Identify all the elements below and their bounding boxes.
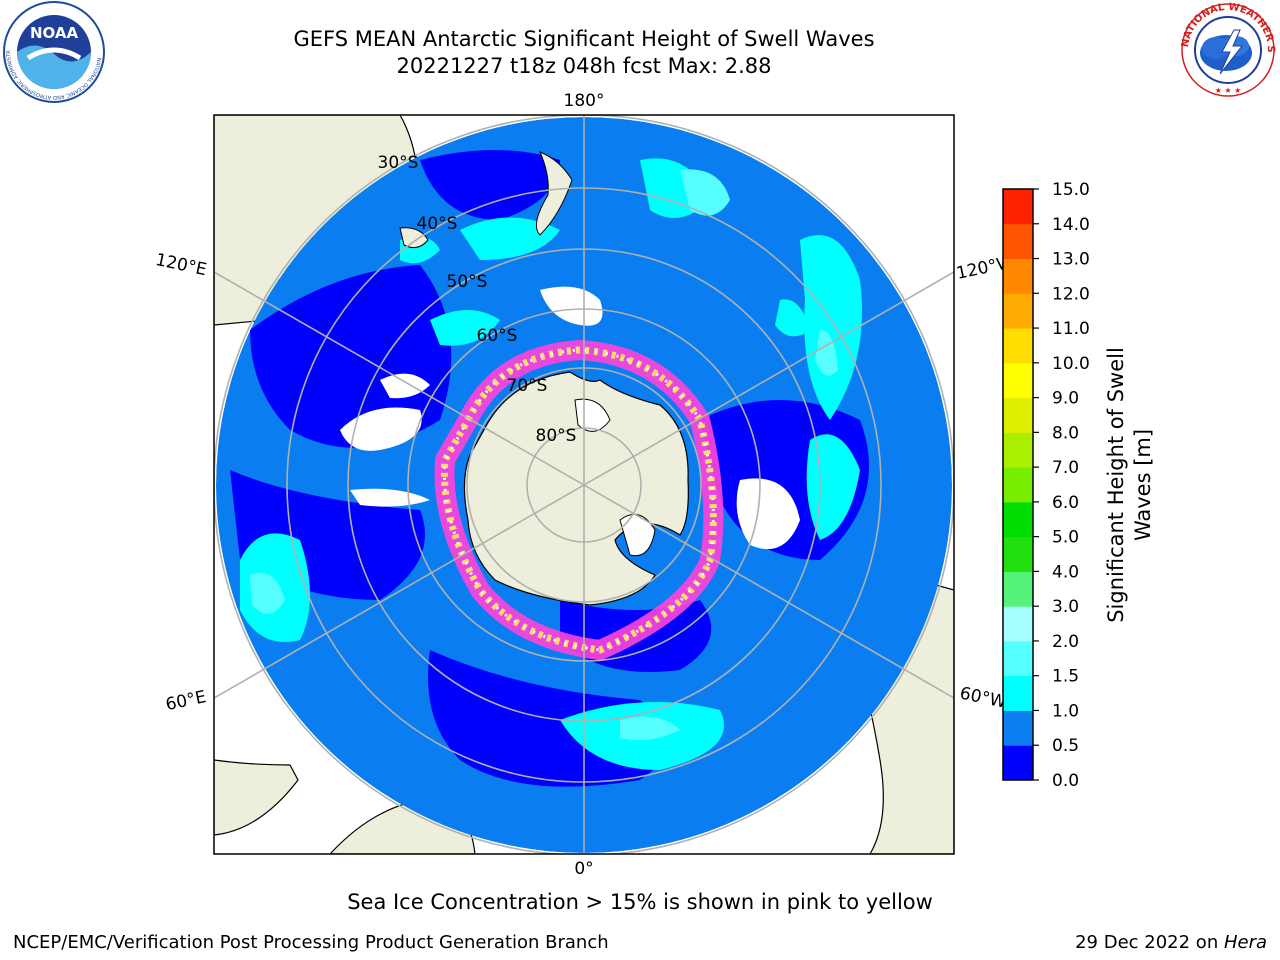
colorbar-segment [1003, 710, 1033, 746]
lat-label-50s: 50°S [447, 272, 488, 292]
colorbar-label-line2: Waves [m] [1131, 429, 1155, 541]
colorbar-tick-label: 4.0 [1052, 562, 1079, 582]
colorbar-segment [1003, 675, 1033, 711]
colorbar-tick-label: 5.0 [1052, 528, 1079, 548]
graticule [214, 115, 954, 854]
footer-host: Hera [1223, 932, 1267, 953]
sea-ice-band [434, 340, 724, 660]
lon-label-top: 180° [564, 91, 605, 111]
colorbar-segment [1003, 258, 1033, 294]
colorbar-tick-label: 1.0 [1052, 701, 1079, 721]
map-frame-content [214, 115, 954, 854]
lat-label-70s: 70°S [507, 376, 548, 396]
lat-label-40s: 40°S [417, 214, 458, 234]
colorbar-segment [1003, 397, 1033, 433]
colorbar-tick-label: 11.0 [1052, 319, 1090, 339]
colorbar-tick-label: 2.0 [1052, 632, 1079, 652]
lat-label-30s: 30°S [378, 153, 419, 173]
tasmania-land [399, 227, 429, 249]
colorbar-segment [1003, 640, 1033, 677]
map-frame [213, 114, 955, 855]
footer-date-text: 29 Dec 2022 on [1075, 932, 1224, 953]
colorbar-segment [1003, 328, 1033, 364]
lat-label-60s: 60°S [477, 326, 518, 346]
meridian-60e-120w [214, 271, 954, 699]
noaa-logo: NOAA NATIONAL OCEANIC AND ATMOSPHERIC AD… [2, 0, 105, 103]
madagascar-land [214, 759, 299, 836]
lat-label-80s: 80°S [536, 426, 577, 446]
colorbar-segments [1003, 189, 1033, 781]
colorbar-tick-label: 10.0 [1052, 354, 1090, 374]
colorbar-tick-label: 8.0 [1052, 423, 1079, 443]
lon-label-bottom: 0° [574, 859, 593, 879]
svg-text:★ ★ ★: ★ ★ ★ [1215, 86, 1242, 95]
colorbar-segment [1003, 467, 1033, 503]
colorbar-segment [1003, 293, 1033, 329]
colorbar-segment [1003, 362, 1033, 399]
footer-date: 29 Dec 2022 on Hera [1075, 932, 1267, 953]
colorbar-tick-label: 3.0 [1052, 597, 1079, 617]
colorbar-segment [1003, 571, 1033, 607]
colorbar-segment [1003, 432, 1033, 468]
colorbar-tick-label: 9.0 [1052, 389, 1079, 409]
colorbar-label-line1: Significant Height of Swell [1104, 347, 1128, 623]
colorbar-segment [1003, 501, 1033, 538]
colorbar-segment [1003, 223, 1033, 260]
colorbar-ticks: 0.0 0.5 1.0 1.5 2.0 3.0 4.0 5.0 6.0 7.0 8.0 9.0 10.0… [1033, 180, 1090, 791]
new-zealand-land [535, 151, 573, 236]
sea-ice-note: Sea Ice Concentration > 15% is shown in … [347, 890, 933, 914]
colorbar-tick-label: 7.0 [1052, 458, 1079, 478]
chart-subtitle: 20221227 t18z 048h fcst Max: 2.88 [396, 54, 772, 78]
colorbar-tick-label: 13.0 [1052, 250, 1090, 270]
colorbar-tick-label: 15.0 [1052, 180, 1090, 200]
colorbar-tick-label: 6.0 [1052, 493, 1079, 513]
footer-credit: NCEP/EMC/Verification Post Processing Pr… [13, 932, 609, 953]
colorbar-tick-label: 12.0 [1052, 284, 1090, 304]
chart-title: GEFS MEAN Antarctic Significant Height o… [293, 27, 875, 51]
colorbar-tick-label: 0.5 [1052, 736, 1079, 756]
colorbar-segment [1003, 536, 1033, 572]
colorbar-segment [1003, 189, 1033, 225]
colorbar-frame [1002, 188, 1034, 781]
colorbar-tick-label: 0.0 [1052, 771, 1079, 791]
nws-logo: NATIONAL WEATHER SERVICE ★ ★ ★ [1176, 0, 1276, 97]
colorbar-segment [1003, 745, 1033, 781]
colorbar-tick-label: 14.0 [1052, 215, 1090, 235]
noaa-logo-text: NOAA [30, 24, 79, 42]
colorbar-tick-label: 1.5 [1052, 667, 1079, 687]
colorbar-segment [1003, 606, 1033, 642]
